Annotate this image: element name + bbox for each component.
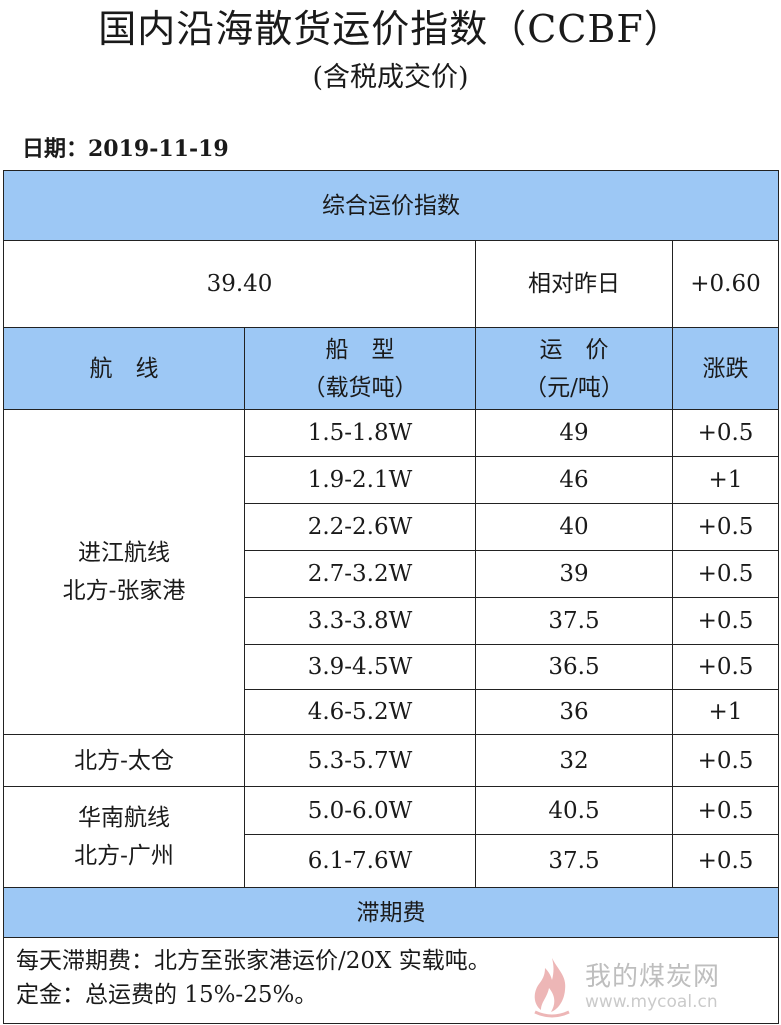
col-header-ship-type-line1: 船 型 <box>325 336 395 363</box>
price-cell: 36.5 <box>475 644 673 690</box>
route-name-cell: 北方-太仓 <box>3 734 245 787</box>
col-header-ship-type: 船 型 （载货吨） <box>244 327 476 410</box>
ship-type-cell: 4.6-5.2W <box>244 689 476 735</box>
ship-type-cell: 1.9-2.1W <box>244 456 476 504</box>
ship-type-cell: 3.3-3.8W <box>244 597 476 645</box>
price-cell: 37.5 <box>475 597 673 645</box>
page-title: 国内沿海散货运价指数（CCBF） <box>98 7 683 51</box>
watermark: 我的煤炭网 www.mycoal.cn <box>527 952 767 1022</box>
change-cell: +1 <box>672 689 779 735</box>
date-label: 日期：2019-11-19 <box>22 136 229 162</box>
price-cell: 37.5 <box>475 834 673 888</box>
route-name-line2: 北方-广州 <box>74 843 174 869</box>
demurrage-text: 每天滞期费：北方至张家港运价/20X 实载吨。 定金：总运费的 15%-25%。 <box>3 937 779 1024</box>
ship-type-cell: 1.5-1.8W <box>244 409 476 457</box>
watermark-url: www.mycoal.cn <box>585 992 718 1012</box>
page-subtitle: (含税成交价) <box>312 62 469 93</box>
demurrage-header: 滞期费 <box>3 887 779 938</box>
price-cell: 40.5 <box>475 786 673 835</box>
route-name-line1: 进江航线 <box>78 540 170 566</box>
change-cell: +0.5 <box>672 834 779 888</box>
price-cell: 39 <box>475 550 673 598</box>
watermark-text: 我的煤炭网 <box>585 962 721 992</box>
col-header-ship-type-line2: （载货吨） <box>302 374 418 401</box>
col-header-change: 涨跌 <box>672 327 779 410</box>
change-cell: +0.5 <box>672 597 779 645</box>
price-cell: 46 <box>475 456 673 504</box>
demurrage-line1: 每天滞期费：北方至张家港运价/20X 实载吨。 <box>16 948 491 974</box>
composite-index-value: 39.40 <box>3 240 476 328</box>
ship-type-cell: 5.0-6.0W <box>244 786 476 835</box>
change-cell: +0.5 <box>672 786 779 835</box>
ship-type-cell: 5.3-5.7W <box>244 734 476 787</box>
deposit-line: 定金：总运费的 15%-25%。 <box>16 982 318 1008</box>
ship-type-cell: 2.2-2.6W <box>244 503 476 551</box>
ship-type-cell: 2.7-3.2W <box>244 550 476 598</box>
table-row: 华南航线 北方-广州 5.0-6.0W 40.5 +0.5 <box>3 786 779 888</box>
col-header-price-line2: （元/吨） <box>524 374 624 401</box>
table-row: 3.9-4.5W 36.5 +0.5 <box>4 644 779 690</box>
freight-index-table: 综合运价指数 39.40 相对昨日 +0.60 航 线 船 型 （载货吨） 运 … <box>3 170 779 1024</box>
change-cell: +0.5 <box>672 734 779 787</box>
route-name-line2: 北方-张家港 <box>62 578 186 604</box>
change-cell: +0.5 <box>672 409 779 457</box>
table-row: 1.9-2.1W 46 +1 <box>4 456 779 504</box>
price-cell: 49 <box>475 409 673 457</box>
composite-index-header: 综合运价指数 <box>3 170 779 241</box>
col-header-price-line1: 运 价 <box>539 336 609 363</box>
table-row: 4.6-5.2W 36 +1 <box>4 689 779 735</box>
change-cell: +0.5 <box>672 550 779 598</box>
flame-logo-icon <box>534 958 570 1018</box>
composite-change: +0.60 <box>672 240 779 328</box>
route-name-line1: 华南航线 <box>78 805 170 831</box>
col-header-route: 航 线 <box>3 327 245 410</box>
route-name-cell: 华南航线 北方-广州 <box>3 786 245 888</box>
table-row: 3.3-3.8W 37.5 +0.5 <box>4 597 779 645</box>
change-cell: +1 <box>672 456 779 504</box>
price-cell: 32 <box>475 734 673 787</box>
route-name-cell: 进江航线 北方-张家港 <box>3 409 245 735</box>
change-cell: +0.5 <box>672 503 779 551</box>
table-row: 6.1-7.6W 37.5 +0.5 <box>4 834 779 888</box>
price-cell: 40 <box>475 503 673 551</box>
ship-type-cell: 6.1-7.6W <box>244 834 476 888</box>
col-header-price: 运 价 （元/吨） <box>475 327 673 410</box>
compare-label: 相对昨日 <box>475 240 673 328</box>
change-cell: +0.5 <box>672 644 779 690</box>
ship-type-cell: 3.9-4.5W <box>244 644 476 690</box>
table-row: 进江航线 北方-张家港 1.5-1.8W 49 +0.5 <box>3 409 779 735</box>
price-cell: 36 <box>475 689 673 735</box>
table-row: 北方-太仓 5.3-5.7W 32 +0.5 <box>3 734 779 787</box>
